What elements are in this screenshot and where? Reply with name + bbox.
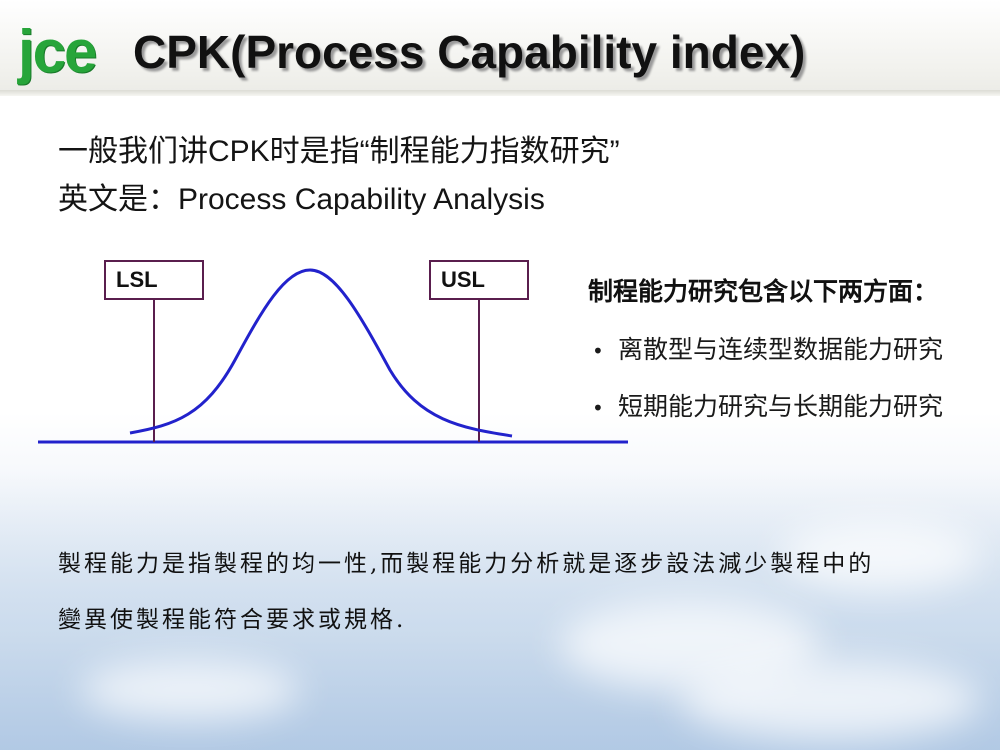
lsl-label-box: LSL	[104, 260, 204, 300]
slide-title: CPK(Process Capability index)	[133, 26, 806, 78]
normal-curve	[129, 268, 513, 438]
cloud-decoration	[780, 520, 980, 590]
definition-text: 製程能力是指製程的均一性,而製程能力分析就是逐步設法減少製程中的 變異使製程能符…	[58, 536, 874, 648]
intro-text: 一般我们讲CPK时是指“制程能力指数研究” 英文是：Process Capabi…	[58, 128, 620, 224]
bullet-icon: •	[592, 339, 604, 363]
distribution-diagram	[38, 268, 628, 444]
study-list: • 离散型与连续型数据能力研究 • 短期能力研究与长期能力研究	[592, 322, 943, 436]
cloud-decoration	[680, 660, 980, 740]
list-item-text: 离散型与连续型数据能力研究	[618, 335, 944, 364]
list-item: • 离散型与连续型数据能力研究	[592, 322, 943, 379]
intro-line-1: 一般我们讲CPK时是指“制程能力指数研究”	[58, 135, 620, 168]
slide-header	[0, 0, 1000, 95]
intro-line-2: 英文是：Process Capability Analysis	[58, 183, 545, 216]
study-heading: 制程能力研究包含以下两方面：	[588, 277, 939, 306]
list-item-text: 短期能力研究与长期能力研究	[618, 392, 944, 421]
bullet-icon: •	[592, 396, 604, 420]
list-item: • 短期能力研究与长期能力研究	[592, 379, 943, 436]
jce-logo: jce	[18, 18, 97, 85]
definition-line-1: 製程能力是指製程的均一性,而製程能力分析就是逐步設法減少製程中的	[58, 551, 875, 577]
usl-label-box: USL	[429, 260, 529, 300]
definition-line-2: 變異使製程能符合要求或規格.	[58, 607, 407, 633]
header-divider	[0, 90, 1000, 96]
cloud-decoration	[80, 660, 300, 720]
